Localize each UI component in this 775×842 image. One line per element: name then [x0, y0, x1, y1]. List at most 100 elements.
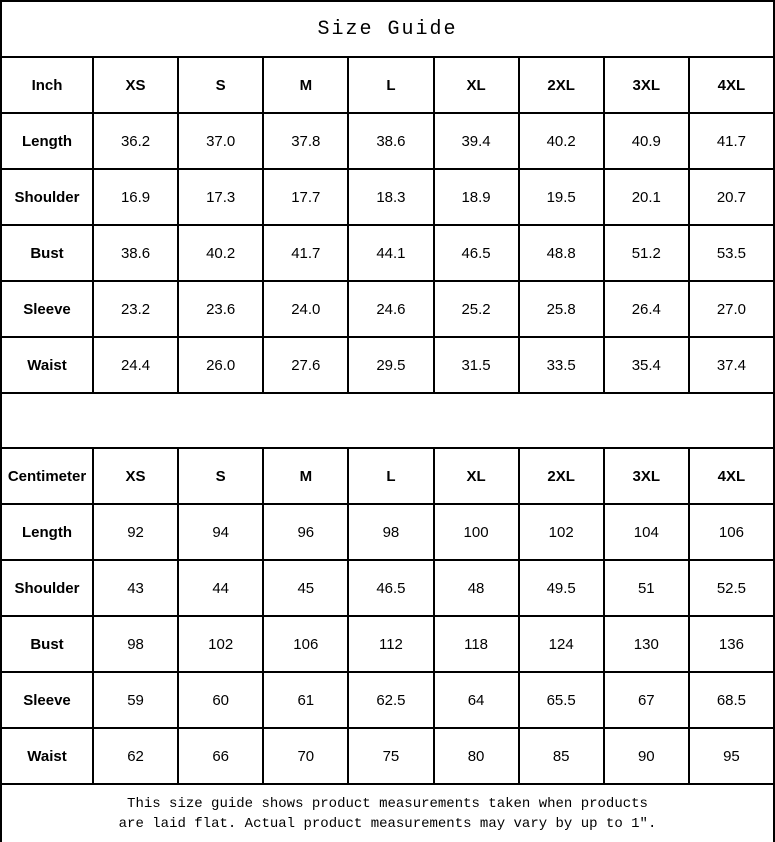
value-cell: 61	[262, 671, 350, 729]
value-cell: 38.6	[347, 112, 435, 170]
measure-label-cell: Bust	[0, 224, 94, 282]
value-cell: 100	[432, 503, 520, 561]
value-cell: 18.9	[432, 168, 520, 226]
value-cell: 124	[517, 615, 605, 673]
value-cell: 44	[177, 559, 265, 617]
value-cell: 92	[91, 503, 180, 561]
size-header-row: Centimeter XS S M L XL 2XL 3XL 4XL	[0, 447, 775, 505]
value-cell: 104	[602, 503, 690, 561]
measurement-row: Waist 24.4 26.0 27.6 29.5 31.5 33.5 35.4 37.4	[0, 336, 775, 394]
size-header-cell: 4XL	[687, 56, 775, 114]
value-cell: 25.8	[517, 280, 605, 338]
value-cell: 98	[91, 615, 180, 673]
value-cell: 40.9	[602, 112, 690, 170]
value-cell: 62	[91, 727, 180, 785]
value-cell: 17.3	[177, 168, 265, 226]
value-cell: 36.2	[91, 112, 180, 170]
value-cell: 48	[432, 559, 520, 617]
value-cell: 136	[687, 615, 775, 673]
centimeter-table-section: Centimeter XS S M L XL 2XL 3XL 4XL Length 92 94 96 98…	[0, 447, 775, 785]
size-header-cell: 2XL	[517, 56, 605, 114]
value-cell: 68.5	[687, 671, 775, 729]
size-header-cell: XL	[432, 56, 520, 114]
measurement-row: Length 36.2 37.0 37.8 38.6 39.4 40.2 40.9 41.7	[0, 112, 775, 170]
value-cell: 18.3	[347, 168, 435, 226]
value-cell: 24.4	[91, 336, 180, 394]
value-cell: 24.6	[347, 280, 435, 338]
value-cell: 112	[347, 615, 435, 673]
value-cell: 23.6	[177, 280, 265, 338]
measurement-row: Shoulder 43 44 45 46.5 48 49.5 51 52.5	[0, 559, 775, 617]
inch-table-section: Inch XS S M L XL 2XL 3XL 4XL Length 36.2 37.0 37.8 38…	[0, 56, 775, 394]
value-cell: 80	[432, 727, 520, 785]
value-cell: 46.5	[432, 224, 520, 282]
note-section: This size guide shows product measuremen…	[0, 783, 775, 842]
size-header-cell: L	[347, 447, 435, 505]
spacer-row	[0, 392, 775, 449]
value-cell: 20.7	[687, 168, 775, 226]
measurement-row: Sleeve 59 60 61 62.5 64 65.5 67 68.5	[0, 671, 775, 729]
value-cell: 41.7	[687, 112, 775, 170]
size-header-cell: 3XL	[602, 447, 690, 505]
size-guide-note: This size guide shows product measuremen…	[0, 783, 775, 842]
value-cell: 130	[602, 615, 690, 673]
value-cell: 29.5	[347, 336, 435, 394]
value-cell: 51	[602, 559, 690, 617]
note-line-1: This size guide shows product measuremen…	[127, 795, 648, 812]
value-cell: 66	[177, 727, 265, 785]
value-cell: 17.7	[262, 168, 350, 226]
measurement-row: Waist 62 66 70 75 80 85 90 95	[0, 727, 775, 785]
size-header-cell: 4XL	[687, 447, 775, 505]
measure-label-cell: Length	[0, 503, 94, 561]
value-cell: 102	[177, 615, 265, 673]
value-cell: 27.6	[262, 336, 350, 394]
size-header-cell: L	[347, 56, 435, 114]
measure-label-cell: Waist	[0, 727, 94, 785]
value-cell: 75	[347, 727, 435, 785]
value-cell: 31.5	[432, 336, 520, 394]
title-section: Size Guide	[0, 0, 775, 58]
value-cell: 26.0	[177, 336, 265, 394]
value-cell: 85	[517, 727, 605, 785]
value-cell: 53.5	[687, 224, 775, 282]
size-header-cell: S	[177, 56, 265, 114]
value-cell: 95	[687, 727, 775, 785]
value-cell: 98	[347, 503, 435, 561]
size-header-cell: M	[262, 56, 350, 114]
title-row: Size Guide	[0, 0, 775, 58]
value-cell: 20.1	[602, 168, 690, 226]
value-cell: 41.7	[262, 224, 350, 282]
value-cell: 35.4	[602, 336, 690, 394]
value-cell: 26.4	[602, 280, 690, 338]
value-cell: 33.5	[517, 336, 605, 394]
measurement-row: Shoulder 16.9 17.3 17.7 18.3 18.9 19.5 20.1 20.7	[0, 168, 775, 226]
measurement-row: Sleeve 23.2 23.6 24.0 24.6 25.2 25.8 26.4 27.0	[0, 280, 775, 338]
value-cell: 59	[91, 671, 180, 729]
value-cell: 27.0	[687, 280, 775, 338]
value-cell: 70	[262, 727, 350, 785]
measure-label-cell: Shoulder	[0, 168, 94, 226]
size-header-cell: XS	[91, 56, 180, 114]
value-cell: 106	[687, 503, 775, 561]
value-cell: 96	[262, 503, 350, 561]
size-header-cell: 3XL	[602, 56, 690, 114]
value-cell: 37.0	[177, 112, 265, 170]
value-cell: 102	[517, 503, 605, 561]
value-cell: 45	[262, 559, 350, 617]
value-cell: 49.5	[517, 559, 605, 617]
unit-header-cell: Inch	[0, 56, 94, 114]
value-cell: 40.2	[177, 224, 265, 282]
note-row: This size guide shows product measuremen…	[0, 783, 775, 842]
unit-header-cell: Centimeter	[0, 447, 94, 505]
value-cell: 43	[91, 559, 180, 617]
value-cell: 67	[602, 671, 690, 729]
measure-label-cell: Waist	[0, 336, 94, 394]
note-line-2: are laid flat. Actual product measuremen…	[118, 815, 657, 832]
spacer-cell	[0, 392, 775, 449]
value-cell: 37.8	[262, 112, 350, 170]
value-cell: 38.6	[91, 224, 180, 282]
size-header-cell: XL	[432, 447, 520, 505]
value-cell: 64	[432, 671, 520, 729]
value-cell: 106	[262, 615, 350, 673]
